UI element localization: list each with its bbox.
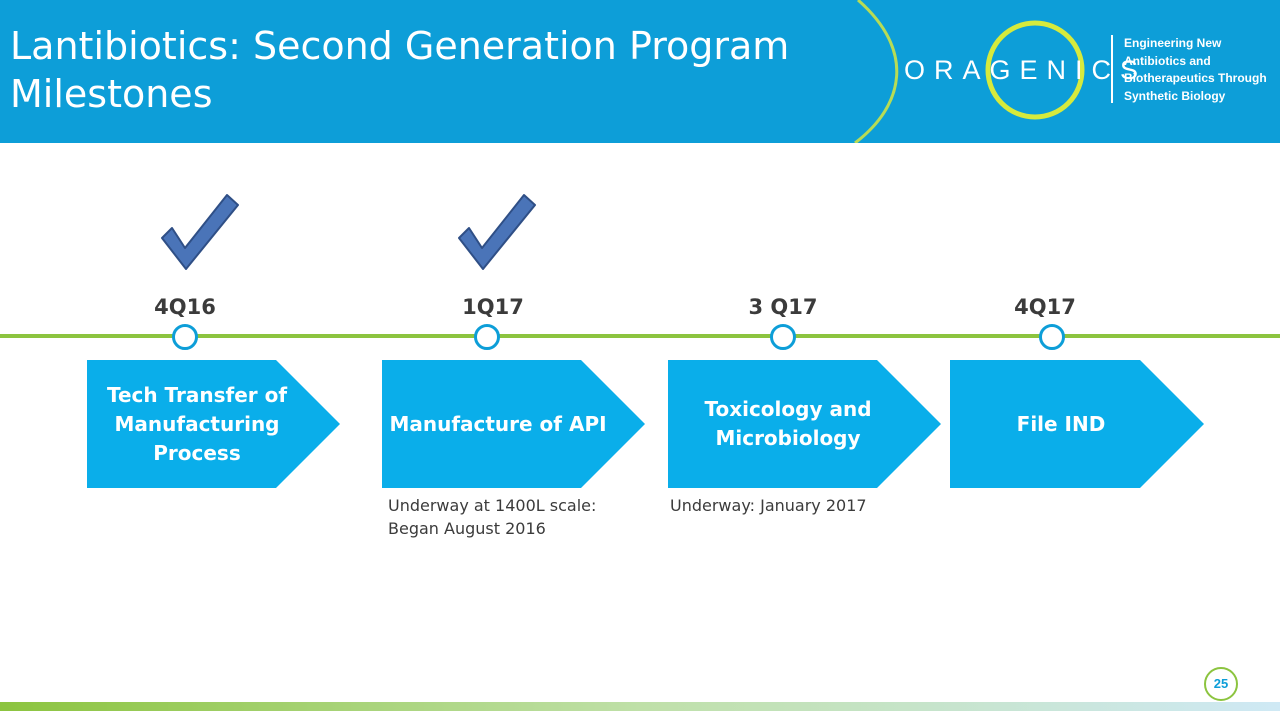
milestone-task-label: Toxicology and Microbiology — [704, 397, 872, 450]
milestone-task-arrow: Manufacture of API — [382, 360, 645, 488]
header-decoration — [854, 0, 1085, 143]
logo-ring — [985, 20, 1085, 120]
tagline-line: Antibiotics and — [1124, 53, 1211, 68]
milestone-date: 1Q17 — [462, 295, 524, 319]
checkmark-icon — [458, 194, 536, 270]
footer-bar — [0, 702, 1280, 711]
milestone-task-label: File IND — [1016, 411, 1106, 436]
milestone-task-arrow: Toxicology and Microbiology — [668, 360, 941, 488]
milestone-task-label: Manufacture of API — [389, 411, 607, 436]
milestone-marker — [1039, 324, 1065, 350]
milestone-task-arrow: Tech Transfer of Manufacturing Process — [87, 360, 340, 488]
title-line-1: Lantibiotics: Second Generation Program — [10, 24, 790, 68]
milestone-marker — [474, 324, 500, 350]
timeline-line — [0, 334, 1280, 338]
milestone-task-label: Tech Transfer of Manufacturing Process — [106, 382, 288, 465]
brand-divider — [1111, 35, 1113, 103]
milestone-date: 3 Q17 — [748, 295, 818, 319]
milestone-note: Underway at 1400L scale: Began August 20… — [388, 496, 597, 538]
brand-logo-text: ORAGENICS — [904, 55, 1148, 85]
brand-tagline: Engineering New Antibiotics and Biothera… — [1124, 35, 1280, 105]
milestone-date: 4Q16 — [154, 295, 216, 319]
tagline-line: Engineering New — [1124, 36, 1222, 50]
header-banner: Lantibiotics: Second Generation Program … — [0, 0, 1280, 143]
milestone-marker — [770, 324, 796, 350]
page-number: 25 — [1204, 667, 1238, 701]
checkmark-icon — [161, 194, 239, 270]
tagline-line: Biotherapeutics Through — [1124, 71, 1267, 85]
milestone-marker — [172, 324, 198, 350]
slide-title: Lantibiotics: Second Generation Program … — [10, 22, 830, 118]
title-line-2: Milestones — [10, 72, 213, 116]
milestone-date: 4Q17 — [1014, 295, 1076, 319]
milestone-note: Underway: January 2017 — [670, 496, 867, 515]
tagline-line: Synthetic Biology — [1124, 88, 1226, 103]
milestone-task-arrow: File IND — [950, 360, 1204, 488]
